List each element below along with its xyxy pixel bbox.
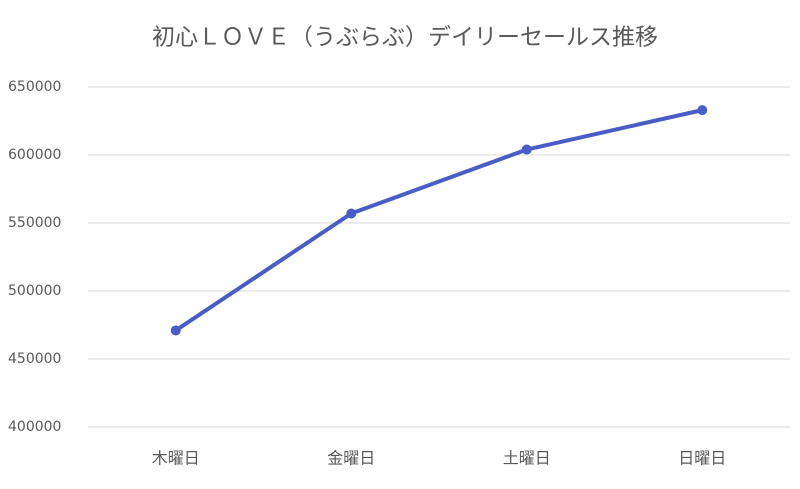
x-tick-label: 金曜日: [327, 449, 375, 468]
data-point: [346, 208, 357, 219]
y-tick-label: 650000: [8, 79, 61, 95]
x-tick-label: 土曜日: [503, 449, 551, 468]
chart-title: 初心ＬＯＶＥ（うぶらぶ）デイリーセールス推移: [152, 25, 658, 51]
y-tick-label: 550000: [8, 215, 61, 231]
series-line: [173, 108, 705, 333]
y-tick-label: 450000: [8, 351, 61, 367]
x-tick-label: 木曜日: [152, 449, 200, 468]
y-tick-label: 400000: [8, 419, 61, 435]
data-point: [697, 105, 708, 116]
data-point: [170, 325, 181, 336]
y-tick-label: 600000: [8, 147, 61, 163]
data-point: [521, 144, 532, 155]
y-tick-label: 500000: [8, 283, 61, 299]
x-tick-label: 日曜日: [678, 449, 726, 468]
